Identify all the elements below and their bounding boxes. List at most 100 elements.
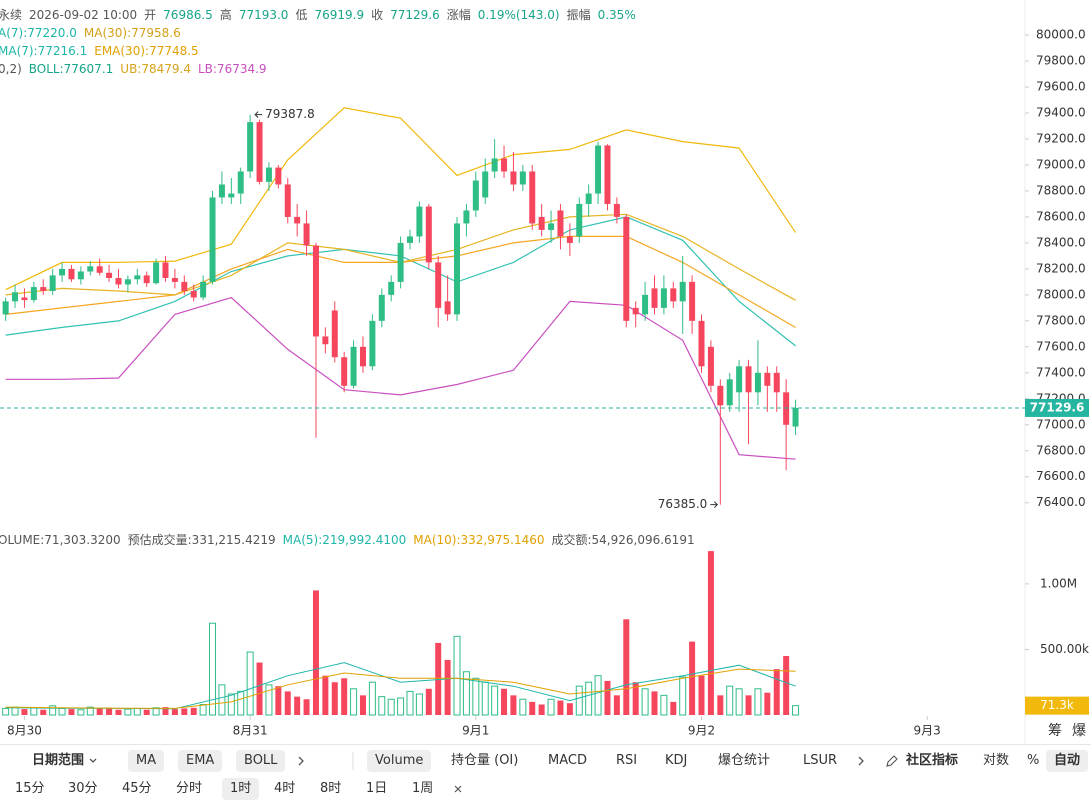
candle-body	[717, 385, 724, 406]
interval[interactable]: 1周	[412, 781, 434, 796]
candle-body	[425, 206, 432, 263]
interval[interactable]: 4时	[274, 781, 296, 796]
indicator[interactable]: LSUR	[803, 753, 838, 768]
indicator[interactable]: RSI	[616, 753, 638, 768]
y-tick-label: 77600.0	[1036, 339, 1086, 353]
volume-bar	[679, 676, 687, 716]
interval[interactable]: 30分	[68, 781, 98, 796]
header-item: MA(10):332,975.1460	[413, 533, 545, 547]
volume-bar	[566, 703, 573, 715]
header-item: 2026-09-02 10:00	[29, 8, 138, 22]
y-tick-label: 77000.0	[1036, 417, 1086, 431]
indicator[interactable]: KDJ	[665, 753, 688, 768]
volume-bar	[256, 662, 263, 715]
chart: 筹 爆 76400.076600.076800.077000.077200.07…	[0, 0, 1091, 745]
candle-body	[134, 275, 141, 280]
separator	[352, 752, 354, 770]
x-tick-label: 8月30	[7, 724, 42, 738]
tool-label[interactable]: 筹	[1048, 722, 1062, 739]
percent-toggle[interactable]: %	[1027, 753, 1040, 768]
candle-body	[303, 223, 310, 246]
indicator-chip[interactable]: EMA	[178, 750, 223, 772]
volume-bar	[284, 691, 291, 715]
interval[interactable]: 分时	[176, 781, 203, 796]
candle-body	[284, 184, 291, 217]
indicator[interactable]: 爆仓统计	[718, 753, 771, 768]
volume-bar	[519, 698, 527, 716]
community-indicators[interactable]: 社区指标	[906, 753, 959, 768]
candle-body	[595, 145, 602, 194]
candle-body	[369, 320, 376, 367]
volume-bar	[547, 698, 555, 716]
edit-icon	[886, 755, 898, 767]
tool-label[interactable]: 爆	[1072, 723, 1086, 739]
log-toggle[interactable]: 对数	[983, 753, 1010, 768]
candle-body	[519, 171, 526, 185]
volume-bar	[68, 709, 75, 715]
candle-body	[378, 294, 385, 321]
header-row: MA(7):77216.1 EMA(30):77748.5	[0, 43, 199, 59]
interval[interactable]: 15分	[15, 781, 45, 796]
date-range[interactable]: 日期范围	[32, 753, 85, 768]
volume-bar	[246, 651, 254, 716]
header-item: 低	[295, 8, 308, 22]
interval-selected[interactable]: 1时	[222, 778, 260, 800]
volume-bar	[265, 684, 273, 716]
volume-bar	[660, 694, 668, 716]
volume-bar	[209, 622, 217, 716]
indicator[interactable]: 持仓量 (OI)	[451, 753, 519, 768]
x-tick-label: 9月1	[462, 724, 489, 738]
indicator-chip[interactable]: Volume	[367, 750, 432, 772]
indicator-chip[interactable]: BOLL	[236, 750, 286, 772]
candle-body	[444, 301, 451, 315]
auto-toggle[interactable]: 自动	[1046, 750, 1089, 772]
last-price-label: 77129.6	[1030, 400, 1085, 414]
candle-body	[670, 288, 677, 302]
volume-bar	[651, 691, 658, 715]
volume-bar	[745, 695, 752, 715]
header-item: 76919.9	[314, 8, 365, 22]
candle-body	[350, 346, 357, 386]
y-tick-label: 79800.0	[1036, 54, 1086, 68]
header-item: MA(7):77216.1	[0, 44, 88, 58]
header-item: 开	[144, 8, 157, 22]
header-item: 收	[371, 8, 384, 22]
header-item: 77129.6	[390, 8, 440, 22]
header-item: 77193.0	[238, 8, 289, 22]
candle-body	[275, 167, 282, 185]
y-tick-label: 78000.0	[1036, 287, 1086, 301]
volume-bar	[40, 709, 47, 715]
candle-body	[331, 310, 338, 358]
chevron[interactable]	[296, 756, 306, 766]
volume-bar	[397, 697, 405, 716]
volume-bar	[312, 590, 319, 715]
interval[interactable]: 8时	[320, 781, 342, 796]
volume-bar	[124, 708, 132, 716]
volume-bar	[30, 707, 38, 716]
volume-bar	[227, 693, 235, 716]
y-tick-label: 80000.0	[1036, 28, 1086, 42]
candle-body	[181, 281, 188, 291]
indicator-chip[interactable]: MA	[128, 750, 165, 772]
annotation-arrow	[254, 111, 263, 118]
candle-body	[294, 216, 301, 224]
close-icon[interactable]	[453, 784, 463, 794]
candle-body	[153, 262, 160, 284]
y-tick-label: 77400.0	[1036, 365, 1086, 379]
candle-body	[548, 223, 555, 230]
volume-bar	[96, 708, 103, 715]
interval[interactable]: 1日	[366, 781, 388, 796]
volume-bar	[387, 698, 395, 716]
candle-body	[190, 290, 197, 298]
chevron[interactable]	[856, 756, 866, 766]
x-tick-label: 8月31	[233, 724, 268, 738]
interval[interactable]: 45分	[122, 781, 152, 796]
indicator[interactable]: MACD	[548, 753, 587, 768]
candle-body	[228, 193, 235, 198]
y-tick-label: 77800.0	[1036, 313, 1086, 327]
candle-body	[124, 279, 131, 285]
header-item: MA(5):219,992.4100	[282, 533, 407, 547]
candle-body	[454, 223, 461, 315]
candle-body	[754, 372, 761, 393]
